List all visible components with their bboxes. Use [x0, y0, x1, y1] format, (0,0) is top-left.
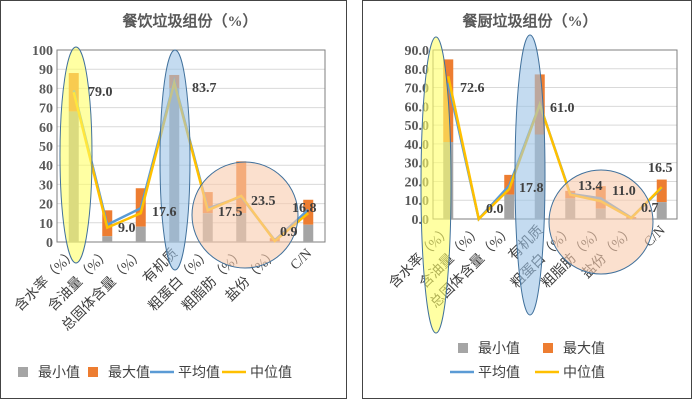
highlight-ellipse [159, 49, 191, 271]
data-label: 0.9 [280, 225, 298, 240]
legend-label: 最小值 [478, 341, 520, 357]
bar-min [504, 194, 515, 219]
highlight-ellipse [420, 36, 452, 334]
bar-max [303, 199, 314, 225]
legend-label: 最大值 [108, 365, 150, 381]
data-label: 0.7 [641, 201, 659, 216]
legend-label: 平均值 [478, 365, 520, 381]
legend-label: 最大值 [563, 341, 605, 357]
highlight-ellipse [514, 34, 546, 316]
y-tick-label: 80.0 [405, 63, 430, 78]
y-tick-label: 70.0 [405, 82, 430, 97]
legend-label: 中位值 [250, 365, 292, 381]
data-label: 16.8 [292, 201, 317, 216]
y-tick-label: 80 [39, 82, 53, 97]
data-label: 9.0 [118, 221, 136, 236]
y-tick-label: 90 [39, 63, 53, 78]
bar-max [656, 179, 667, 203]
y-tick-label: 70 [39, 102, 53, 117]
data-label: 79.0 [88, 85, 113, 100]
bar-min [303, 224, 314, 242]
y-tick-label: 0 [46, 236, 53, 251]
chart-title: 餐饮垃圾组份（%） [122, 12, 257, 30]
bar-min [135, 226, 146, 242]
data-label: 23.5 [251, 194, 276, 209]
legend-swatch [18, 367, 28, 377]
data-label: 17.6 [152, 205, 177, 220]
data-label: 61.0 [550, 101, 575, 116]
legend-label: 中位值 [563, 365, 605, 381]
chart-title: 餐厨垃圾组份（%） [462, 12, 597, 30]
highlight-ellipse [548, 169, 654, 275]
chart-panel-left [0, 0, 347, 399]
plot-area [56, 49, 326, 243]
data-label: 11.0 [612, 184, 636, 199]
data-label: 17.5 [218, 205, 243, 220]
data-label: 72.6 [460, 81, 485, 96]
y-tick-label: 30 [39, 178, 53, 193]
legend-label: 平均值 [178, 365, 220, 381]
data-label: 17.8 [519, 181, 544, 196]
y-tick-label: 40 [39, 159, 53, 174]
legend-label: 最小值 [38, 365, 80, 381]
legend-swatch [458, 343, 468, 353]
data-label: 0.0 [486, 202, 504, 217]
y-tick-label: 90.0 [405, 44, 430, 59]
y-tick-label: 100 [32, 44, 53, 59]
x-category-label: C/N [288, 246, 315, 273]
bar-min [656, 202, 667, 219]
y-tick-label: 50 [39, 140, 53, 155]
y-tick-label: 20 [39, 198, 53, 213]
y-tick-label: 10 [39, 217, 53, 232]
highlight-ellipse [191, 161, 299, 269]
y-tick-label: 60 [39, 121, 53, 136]
highlight-ellipse [59, 46, 93, 264]
legend-swatch [88, 367, 98, 377]
bar-min [102, 236, 113, 242]
data-label: 16.5 [648, 161, 673, 176]
data-label: 13.4 [578, 179, 603, 194]
data-label: 83.7 [192, 81, 217, 96]
legend-swatch [543, 343, 553, 353]
